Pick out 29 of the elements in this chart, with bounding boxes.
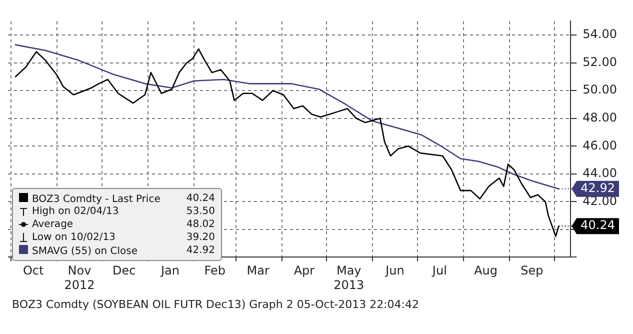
x-tick-label: Nov 2012 xyxy=(64,264,95,292)
text: 40.24 xyxy=(186,193,215,204)
x-tick-label: Jan xyxy=(160,264,180,278)
y-tick-label: 46.00 xyxy=(582,138,618,152)
y-tick-label: 42.00 xyxy=(582,194,618,208)
x-tick-label: Sep xyxy=(520,264,544,278)
text: 42.92 xyxy=(186,245,215,256)
x-tick-label: Apr xyxy=(294,264,315,278)
text: Average 48.02 xyxy=(32,219,215,230)
x-tick-label: May 2013 xyxy=(334,264,364,292)
data-label: 42.92 xyxy=(580,181,616,196)
y-tick-label: 54.00 xyxy=(582,27,618,42)
x-tick-label: Jun xyxy=(384,264,404,278)
y-tick-label: 52.00 xyxy=(582,54,618,69)
legend-label: BOZ3 Comdty - Last Price xyxy=(31,192,160,204)
text: High on 02/04/13 53.50 xyxy=(32,206,215,217)
x-tick-label: Aug xyxy=(474,264,498,278)
y-tick-label: 50.00 xyxy=(582,82,618,97)
x-tick-label: Feb xyxy=(204,264,226,278)
legend-label: SMAVG (55) on Close xyxy=(31,244,138,256)
y-tick-label: 48.00 xyxy=(582,110,618,124)
x-tick-label: Mar xyxy=(246,264,270,278)
text: Low on 10/02/13 39.20 xyxy=(32,232,215,243)
y-tick-label: 44.00 xyxy=(582,166,618,180)
x-tick-label: Jul xyxy=(431,264,447,278)
text: BOZ3 Comdty (SOYBEAN OIL FUTR Dec13) Graph 2 05-Oct-2013 22:04:42 xyxy=(11,297,420,313)
data-label: 40.24 xyxy=(580,218,616,232)
x-tick-label: Oct xyxy=(22,264,44,278)
x-tick-label: Dec xyxy=(112,264,136,278)
